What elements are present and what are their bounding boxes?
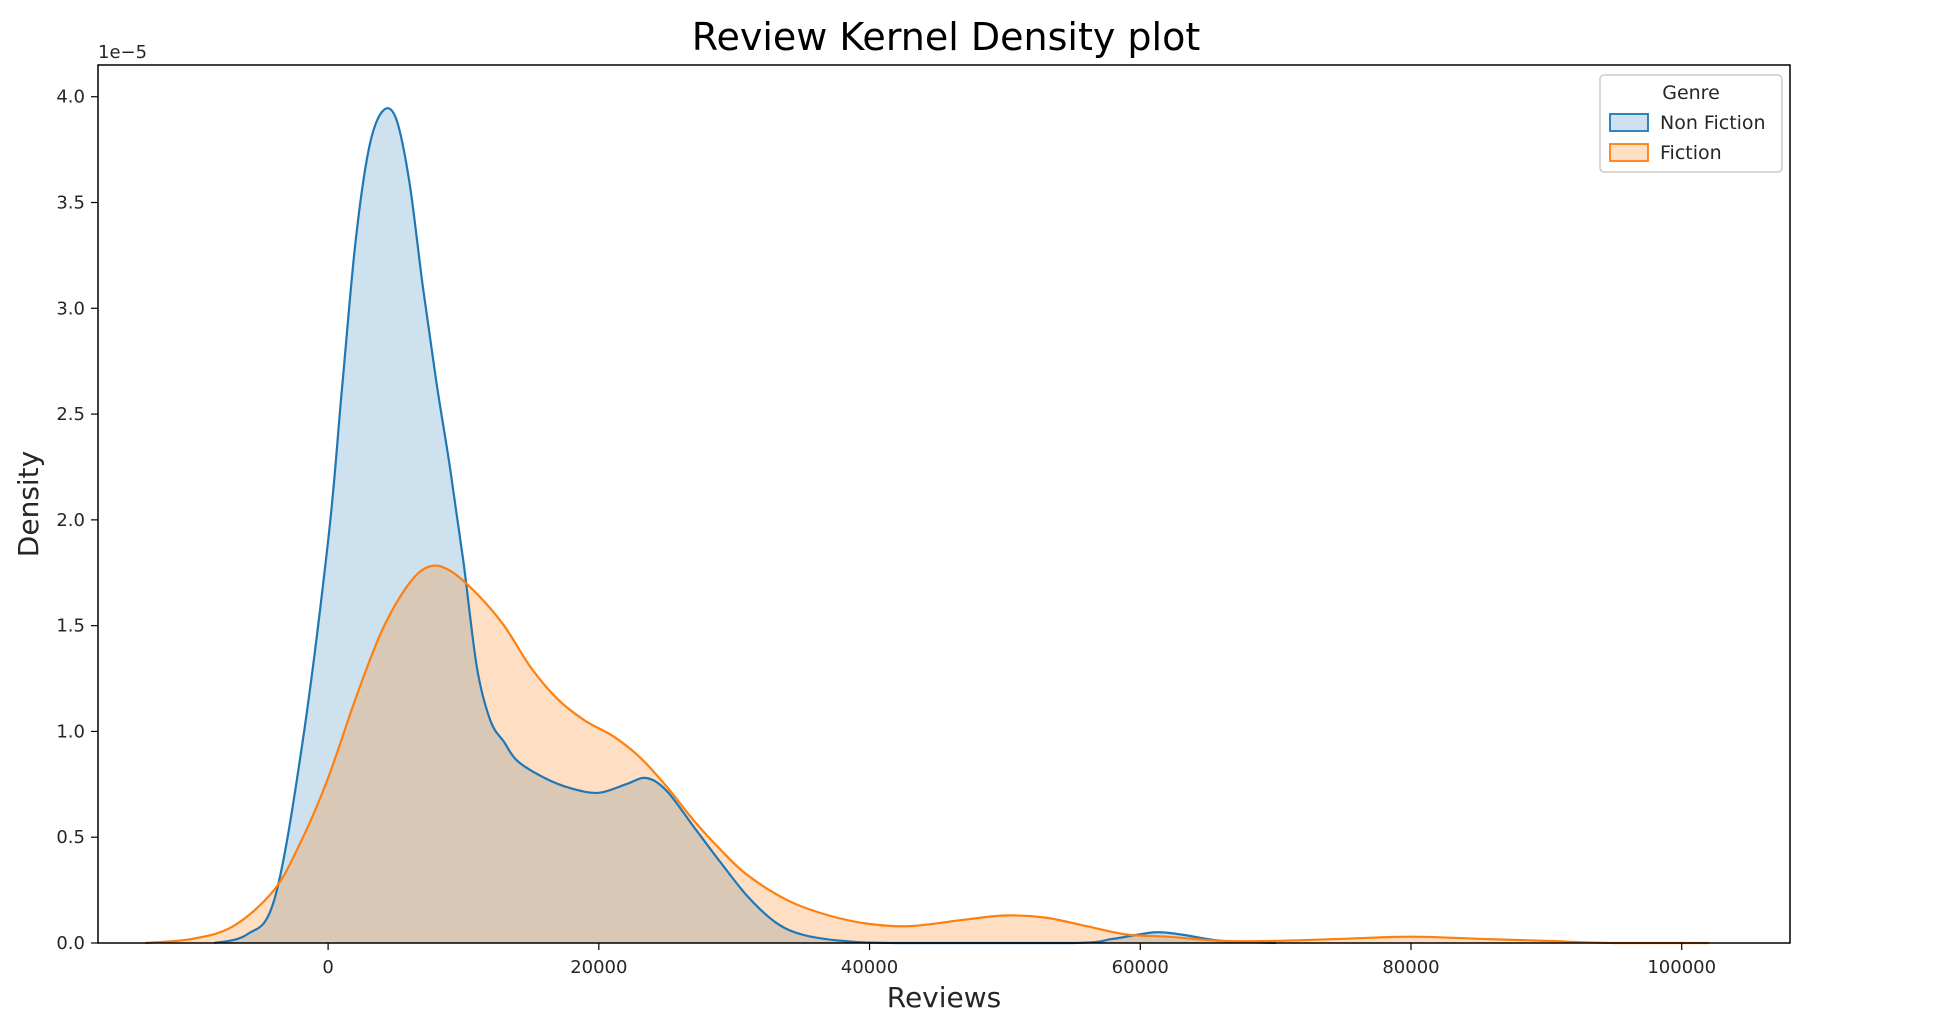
- y-tick-label: 0.0: [56, 933, 85, 954]
- chart-title: Review Kernel Density plot: [692, 15, 1201, 59]
- x-tick-label: 80000: [1382, 957, 1439, 978]
- legend-box: [1599, 74, 1783, 173]
- y-tick-label: 2.0: [56, 510, 85, 531]
- legend-label-fiction: Fiction: [1660, 142, 1722, 164]
- density-area-fiction: [145, 565, 1709, 943]
- x-axis-label: Reviews: [887, 981, 1002, 1014]
- x-tick-label: 20000: [570, 957, 627, 978]
- x-tick-label: 0: [322, 957, 333, 978]
- x-tick-label: 100000: [1647, 957, 1716, 978]
- legend-swatch-non-fiction: [1609, 113, 1649, 132]
- y-axis-label: Density: [12, 451, 45, 557]
- y-tick-label: 2.5: [56, 404, 85, 425]
- y-tick-label: 4.0: [56, 87, 85, 108]
- x-tick-label: 40000: [841, 957, 898, 978]
- plot-frame: [97, 64, 1791, 944]
- series-fills: [145, 108, 1709, 943]
- density-line-fiction: [145, 564, 1709, 945]
- legend: Genre Non Fiction Fiction: [1599, 74, 1783, 173]
- legend-title: Genre: [1662, 82, 1720, 104]
- x-tick-label: 60000: [1112, 957, 1169, 978]
- y-tick-label: 3.5: [56, 193, 85, 214]
- x-axis-ticks: 0 20000 40000 60000 80000 100000: [322, 943, 1716, 978]
- legend-swatch-fiction: [1609, 143, 1649, 162]
- density-area-non-fiction: [214, 108, 1276, 943]
- legend-label-non-fiction: Non Fiction: [1660, 112, 1766, 134]
- y-tick-label: 0.5: [56, 827, 85, 848]
- y-tick-label: 3.0: [56, 298, 85, 319]
- y-tick-label: 1.5: [56, 616, 85, 637]
- y-axis-ticks: 0.0 0.5 1.0 1.5 2.0 2.5 3.0 3.5 4.0: [56, 87, 98, 954]
- y-tick-label: 1.0: [56, 721, 85, 742]
- y-offset-label: 1e−5: [98, 42, 147, 63]
